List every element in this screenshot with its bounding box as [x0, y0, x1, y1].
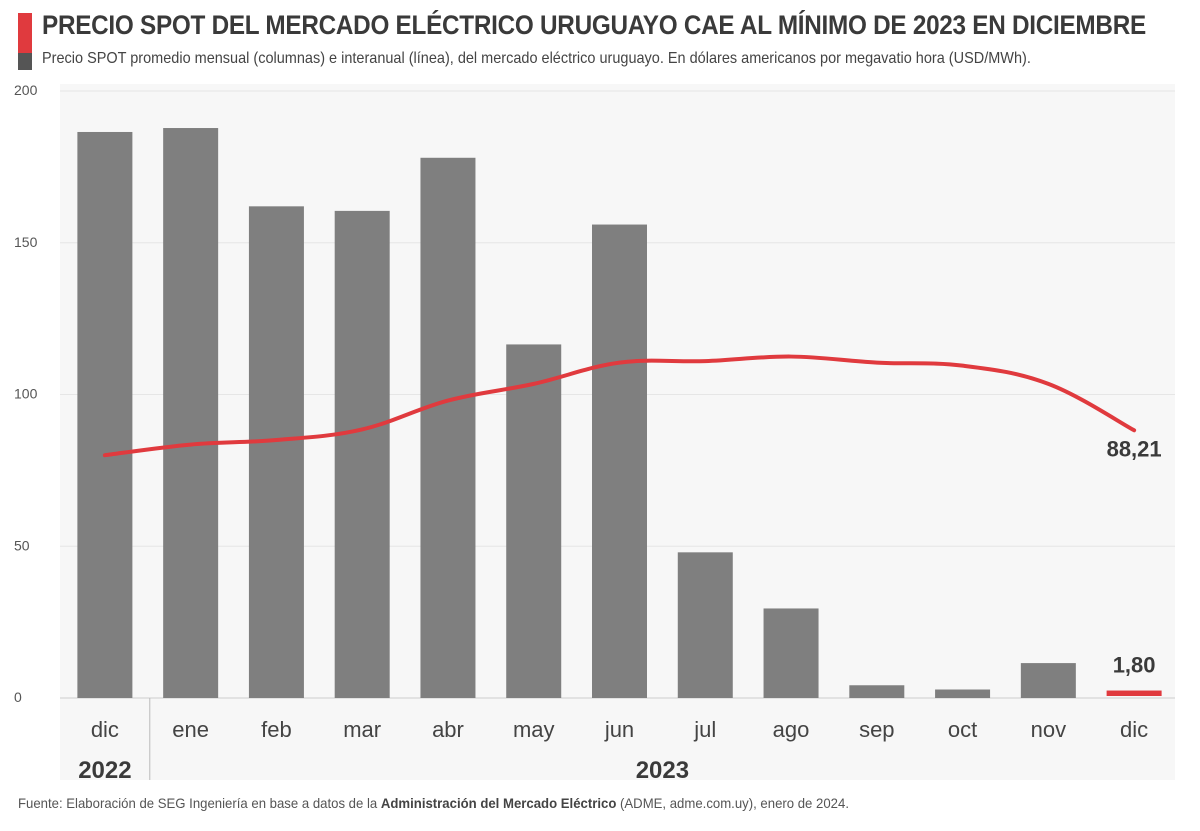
bar: [849, 685, 905, 698]
bar: [248, 206, 304, 698]
x-tick-label: mar: [343, 717, 381, 742]
x-tick-label: jun: [604, 717, 634, 742]
bar: [1106, 690, 1162, 696]
y-tick-label: 200: [14, 82, 38, 98]
bar: [592, 224, 647, 699]
source-prefix: Fuente: Elaboración de SEG Ingeniería en…: [18, 795, 381, 811]
bar: [763, 608, 819, 698]
bar: [163, 128, 219, 699]
bar: [420, 157, 476, 698]
x-tick-label: feb: [261, 717, 292, 742]
year-label: 2022: [78, 757, 131, 784]
bar: [677, 552, 733, 698]
y-tick-label: 100: [14, 386, 38, 402]
chart-title: PRECIO SPOT DEL MERCADO ELÉCTRICO URUGUA…: [42, 10, 1146, 40]
bar: [506, 344, 562, 698]
y-tick-label: 50: [14, 537, 30, 553]
x-tick-label: abr: [432, 717, 464, 742]
source-suffix: (ADME, adme.com.uy), enero de 2024.: [616, 795, 849, 811]
x-tick-label: sep: [859, 717, 894, 742]
y-tick-label: 0: [14, 689, 22, 705]
x-tick-label: ago: [773, 717, 810, 742]
bar: [77, 131, 133, 698]
x-tick-label: oct: [948, 717, 977, 742]
interannual-line: [102, 354, 1137, 458]
data-label: 1,80: [1113, 653, 1156, 678]
source-note: Fuente: Elaboración de SEG Ingeniería en…: [18, 795, 849, 811]
x-tick-label: may: [513, 717, 555, 742]
bar: [1020, 663, 1076, 698]
source-bold: Administración del Mercado Eléctrico: [380, 795, 617, 811]
accent-bar-red: [18, 13, 32, 53]
chart-subtitle: Precio SPOT promedio mensual (columnas) …: [42, 50, 1031, 67]
y-tick-label: 150: [14, 234, 38, 250]
x-tick-label: nov: [1031, 717, 1066, 742]
x-tick-label: dic: [1120, 717, 1148, 742]
bar: [935, 689, 991, 698]
accent-bar-gray: [18, 53, 32, 70]
data-label: 88,21: [1107, 436, 1162, 461]
year-label: 2023: [636, 757, 689, 784]
x-tick-label: dic: [91, 717, 119, 742]
x-tick-label: ene: [172, 717, 209, 742]
bar: [334, 210, 390, 698]
x-tick-label: jul: [693, 717, 716, 742]
